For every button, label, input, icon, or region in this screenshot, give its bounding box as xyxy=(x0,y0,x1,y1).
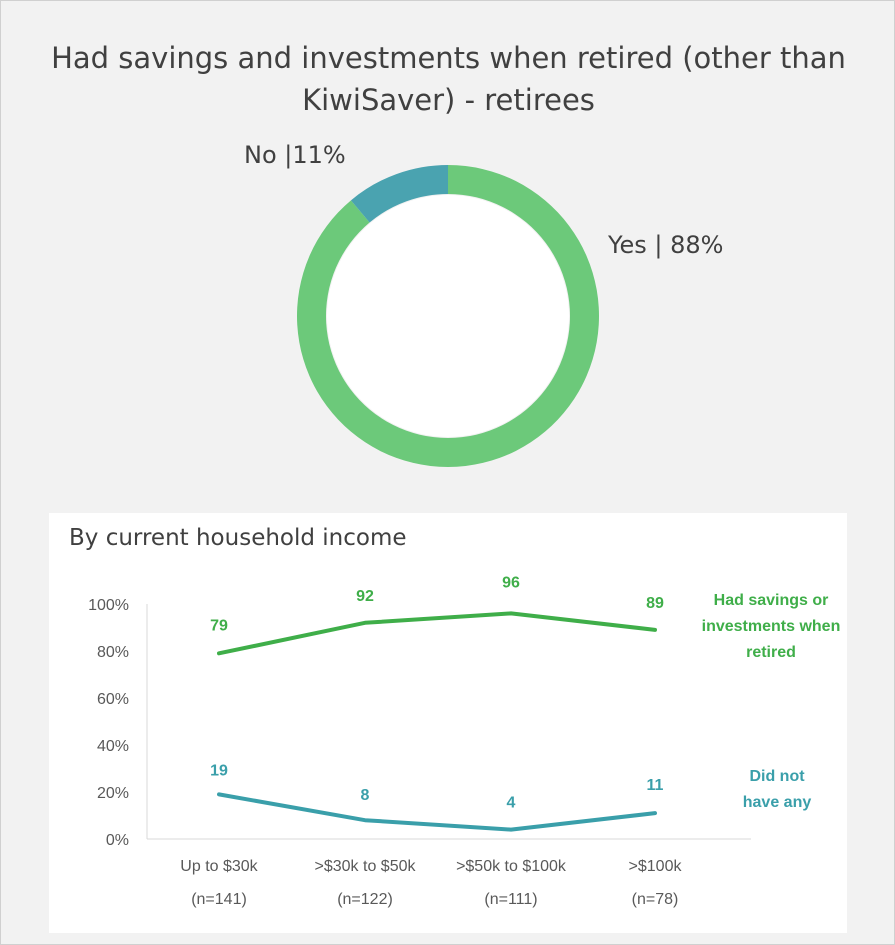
donut-hole xyxy=(327,195,569,437)
series-line-2 xyxy=(217,792,657,832)
data-label: 79 xyxy=(210,617,228,634)
x-tick-label: >$100k xyxy=(629,858,683,875)
donut-label-no: No |11% xyxy=(244,141,346,169)
series-name-label: investments when xyxy=(702,618,841,635)
chart-title: Had savings and investments when retired… xyxy=(51,41,846,117)
series-line-1 xyxy=(217,611,657,656)
y-tick-label: 0% xyxy=(106,832,129,849)
series-name-label: retired xyxy=(746,644,796,661)
y-tick-label: 20% xyxy=(97,785,129,802)
data-label: 89 xyxy=(646,595,664,612)
x-tick-label: >$50k to $100k xyxy=(456,858,567,875)
income-line-chart: 100% 80% 60% 40% 20% 0% Up to $30k (n=141) >$30k… xyxy=(88,574,841,908)
data-label: 19 xyxy=(210,762,228,779)
x-tick-label: (n=78) xyxy=(632,891,679,908)
data-label: 4 xyxy=(507,795,516,812)
data-label: 8 xyxy=(361,787,370,804)
series-name-label: have any xyxy=(743,794,812,811)
data-label: 96 xyxy=(502,574,520,591)
donut-slice-no xyxy=(350,165,448,223)
x-tick-label: (n=141) xyxy=(191,891,247,908)
x-tick-label: (n=122) xyxy=(337,891,393,908)
x-tick-label: Up to $30k xyxy=(180,858,258,875)
data-label: 11 xyxy=(647,777,664,794)
x-tick-label: (n=111) xyxy=(484,891,537,908)
donut-label-yes: Yes | 88% xyxy=(608,231,724,259)
income-breakdown-panel: By current household income 100% 80% 60% 40… xyxy=(49,513,847,933)
data-label: 92 xyxy=(356,588,374,605)
series-name-label: Had savings or xyxy=(714,592,829,609)
x-tick-label: >$30k to $50k xyxy=(315,858,417,875)
y-tick-label: 80% xyxy=(97,644,129,661)
panel-title: By current household income xyxy=(69,525,407,551)
y-tick-label: 100% xyxy=(88,597,129,614)
series-name-label: Did not xyxy=(749,768,805,785)
y-tick-label: 60% xyxy=(97,691,129,708)
y-tick-label: 40% xyxy=(97,738,129,755)
donut-chart xyxy=(296,165,599,467)
